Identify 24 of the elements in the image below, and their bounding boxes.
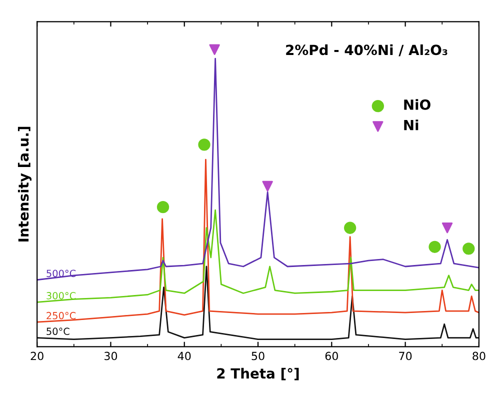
x-tick-label: 20 xyxy=(30,352,44,360)
y-axis-title: Intensity [a.u.] xyxy=(18,126,32,242)
point xyxy=(462,242,475,255)
x-tick-label: 60 xyxy=(325,352,338,360)
series-label: 250°C xyxy=(46,312,76,320)
legend-label: NiO xyxy=(404,99,430,110)
point xyxy=(428,240,441,253)
x-tick-label: 50 xyxy=(252,352,264,360)
x-tick-label: 80 xyxy=(472,352,486,360)
point xyxy=(209,44,220,55)
x-tick-label: 30 xyxy=(104,352,118,360)
legend-label: Ni xyxy=(404,120,418,130)
series-label: 50°C xyxy=(46,328,70,336)
series-label: 500°C xyxy=(46,270,76,278)
point xyxy=(156,201,170,214)
point xyxy=(198,138,210,151)
chart-title: 2%Pd - 40%Ni / Al₂O₃ xyxy=(286,44,448,56)
point xyxy=(262,180,273,192)
point xyxy=(344,222,356,234)
x-tick-label: 70 xyxy=(399,352,412,360)
x-axis-title: 2 Theta [°] xyxy=(217,368,299,380)
point xyxy=(442,222,453,234)
series-label: 300°C xyxy=(46,292,76,300)
x-tick-label: 40 xyxy=(178,352,191,360)
